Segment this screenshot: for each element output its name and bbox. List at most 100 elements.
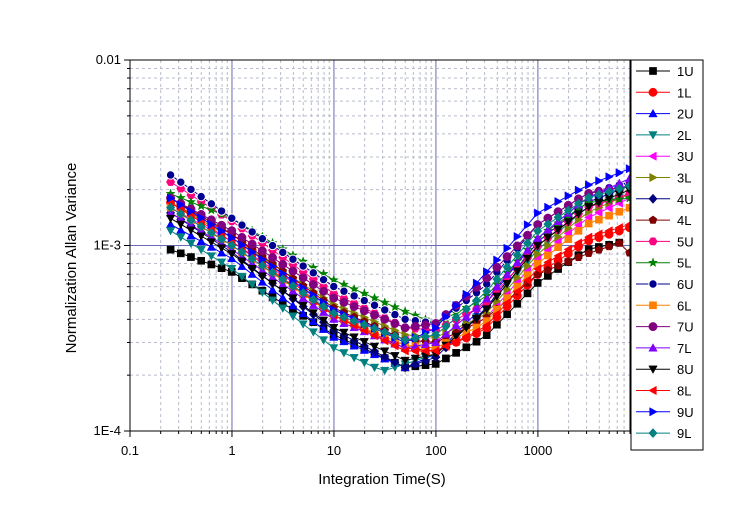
data-point <box>379 297 390 307</box>
data-point <box>512 250 522 261</box>
data-point <box>288 281 298 292</box>
data-point <box>492 292 502 302</box>
data-point <box>461 312 471 321</box>
legend-marker <box>648 108 658 118</box>
data-point <box>502 262 512 273</box>
data-point <box>432 323 441 333</box>
legend-marker <box>648 322 658 332</box>
data-point <box>185 196 197 207</box>
legend-marker <box>649 172 658 183</box>
data-point <box>237 272 247 282</box>
data-point <box>472 278 482 288</box>
data-point <box>359 295 370 306</box>
legend-item-5L: 5L <box>636 256 691 271</box>
data-point <box>564 235 573 243</box>
legend-item-1U: 1U <box>636 64 694 79</box>
axis-ticks <box>124 59 631 437</box>
x-tick-label: 100 <box>425 443 447 458</box>
data-point <box>380 314 390 324</box>
data-point <box>176 177 186 187</box>
data-point <box>624 180 630 191</box>
legend-label: 7U <box>677 320 694 335</box>
data-point <box>563 244 572 255</box>
legend-box <box>630 59 704 451</box>
legend-marker <box>649 67 657 75</box>
data-point <box>329 308 339 319</box>
series-line-3L <box>170 193 630 338</box>
data-point <box>176 249 185 258</box>
data-point <box>431 337 441 347</box>
data-point <box>574 252 583 261</box>
data-point <box>359 319 369 330</box>
legend-marker <box>648 193 658 204</box>
data-point <box>390 309 400 320</box>
data-point <box>298 320 308 329</box>
data-point <box>554 232 563 242</box>
data-point <box>359 288 370 298</box>
data-point <box>380 347 390 356</box>
data-point <box>380 327 390 338</box>
data-point <box>227 213 237 223</box>
data-point <box>420 346 430 356</box>
data-point <box>400 356 410 366</box>
y-axis-title: Normalization Allan Variance <box>63 163 80 354</box>
x-tick-label: 10 <box>327 443 341 458</box>
data-point <box>318 324 329 333</box>
data-point <box>492 281 502 291</box>
data-point <box>308 280 318 290</box>
data-point <box>400 323 410 333</box>
data-point <box>583 232 593 242</box>
data-point <box>512 241 522 251</box>
data-point <box>380 351 390 362</box>
data-point <box>227 240 237 251</box>
data-point <box>400 334 410 345</box>
data-point <box>604 226 613 236</box>
data-point <box>257 234 268 244</box>
data-point <box>318 307 329 316</box>
data-point <box>451 332 461 342</box>
data-point <box>339 349 349 358</box>
data-point <box>420 339 431 348</box>
data-point <box>267 296 278 305</box>
series-line-7L <box>170 178 630 349</box>
data-point <box>563 205 573 216</box>
data-point <box>533 242 543 251</box>
x-tick-label: 0.1 <box>121 443 139 458</box>
data-point <box>339 328 349 338</box>
data-point <box>421 320 430 330</box>
data-point <box>624 221 630 228</box>
data-point <box>257 288 267 298</box>
data-point <box>308 300 318 309</box>
data-point <box>237 220 247 230</box>
legend-item-3U: 3U <box>636 149 694 164</box>
data-point <box>471 303 482 312</box>
data-point <box>492 274 502 285</box>
data-point <box>206 199 217 209</box>
data-point <box>461 331 470 342</box>
data-point <box>523 261 533 271</box>
legend-label: 9U <box>677 405 694 420</box>
data-point <box>318 336 329 345</box>
data-point <box>257 272 267 281</box>
data-point <box>441 329 451 338</box>
data-point <box>615 168 624 178</box>
legend-marker <box>649 407 658 417</box>
data-point <box>187 206 196 216</box>
data-point <box>573 198 584 209</box>
data-point <box>206 204 217 215</box>
data-point <box>288 266 298 276</box>
data-point <box>574 227 583 235</box>
data-point <box>553 212 563 223</box>
legend-label: 2L <box>677 128 691 143</box>
data-point <box>278 293 288 302</box>
data-point <box>248 247 257 257</box>
legend-label: 3L <box>677 171 691 186</box>
data-point <box>502 280 512 289</box>
data-point <box>503 310 511 319</box>
data-point <box>288 300 298 310</box>
data-point <box>227 250 237 259</box>
series-line-9L <box>170 185 630 341</box>
data-point <box>186 231 196 240</box>
legend-item-8U: 8U <box>636 362 694 377</box>
data-point <box>278 274 288 285</box>
